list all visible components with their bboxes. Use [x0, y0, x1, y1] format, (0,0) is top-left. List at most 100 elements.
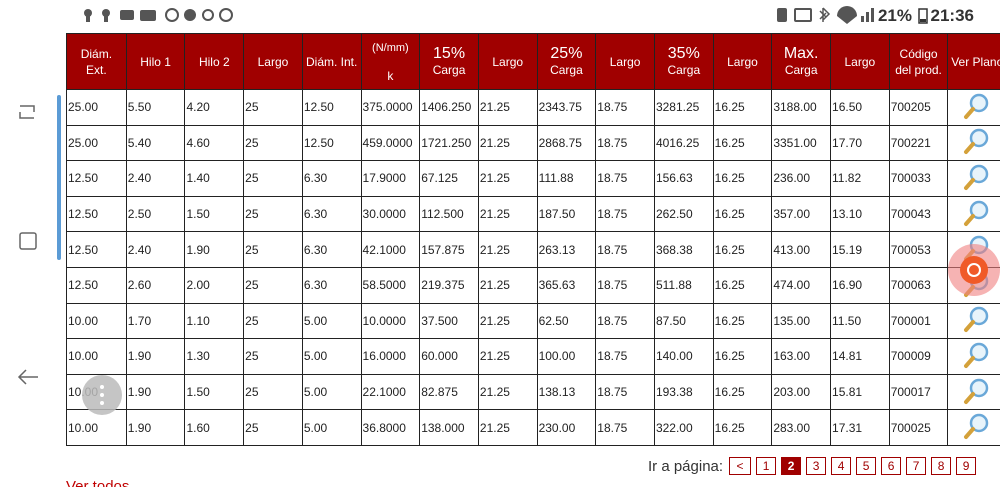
cell: 2.50 — [125, 195, 186, 233]
cell: 25 — [243, 89, 303, 126]
cell: 36.8000 — [360, 409, 421, 446]
header-label: Carga — [432, 62, 466, 77]
cell: 1.70 — [125, 302, 186, 340]
cell: 375.0000 — [360, 89, 421, 126]
cell: 6.30 — [301, 195, 362, 233]
cell: 2.40 — [125, 231, 186, 268]
cell: 322.00 — [653, 409, 714, 446]
cell: 219.375 — [419, 266, 479, 304]
magnifier-icon — [964, 413, 989, 440]
cell: 10.00 — [66, 302, 127, 340]
cell: 700221 — [888, 124, 949, 162]
cell: 21.25 — [477, 409, 538, 446]
view-plan-cell[interactable] — [947, 124, 1000, 162]
cell: 16.25 — [712, 373, 773, 411]
cell: 21.25 — [477, 195, 538, 233]
cell: 10.00 — [66, 338, 127, 375]
table-row: 25.00 5.40 4.60 25 12.50 459.0000 1721.250 21.2… — [66, 124, 1000, 162]
cell: 111.88 — [536, 160, 597, 197]
cell: 18.75 — [595, 266, 655, 304]
battery-level: 21% — [877, 6, 912, 25]
cell: 511.88 — [653, 266, 714, 304]
cell: 30.0000 — [360, 195, 421, 233]
cell: 17.31 — [830, 409, 890, 446]
page-link[interactable]: 4 — [831, 457, 852, 475]
cell: 700025 — [888, 409, 949, 446]
cell: 474.00 — [771, 266, 832, 304]
column-header: Largo — [243, 33, 303, 90]
table-row: 10.001.901.50255.0022.100082.87521.25138… — [66, 373, 1000, 411]
cell: 157.875 — [419, 231, 479, 268]
cell: 12.50 — [66, 160, 127, 197]
prev-page[interactable]: < — [729, 457, 752, 475]
page-link[interactable]: 3 — [806, 457, 827, 475]
view-plan-cell[interactable] — [947, 409, 1000, 446]
cell: 112.500 — [419, 195, 479, 233]
cell: 700033 — [888, 160, 949, 197]
header-percent: 35% — [667, 44, 700, 62]
cell: 163.00 — [771, 338, 832, 375]
page-link[interactable]: 6 — [881, 457, 902, 475]
view-plan-cell[interactable] — [947, 302, 1000, 340]
view-plan-cell[interactable] — [947, 89, 1000, 126]
cell: 18.75 — [595, 124, 655, 162]
cell: 14.81 — [830, 338, 890, 375]
cell: 25.00 — [66, 89, 127, 126]
cell: 5.00 — [301, 338, 362, 375]
view-plan-cell[interactable] — [947, 160, 1000, 197]
header-label: Carga — [667, 62, 701, 77]
home-button[interactable] — [19, 232, 37, 250]
floating-bubble[interactable] — [946, 242, 1000, 302]
view-plan-cell[interactable] — [947, 373, 1000, 411]
cell: 140.00 — [653, 338, 714, 375]
view-all-link[interactable]: Ver todos — [66, 478, 130, 487]
cell: 4016.25 — [653, 124, 714, 162]
cell: 25 — [243, 373, 303, 411]
cell: 357.00 — [771, 195, 832, 233]
cell: 283.00 — [771, 409, 832, 446]
back-button[interactable] — [17, 369, 38, 385]
cell: 25.00 — [66, 124, 127, 162]
cell: 15.19 — [830, 231, 890, 268]
navigation-bar — [17, 105, 38, 385]
cell: 18.75 — [595, 89, 655, 126]
cell: 17.9000 — [360, 160, 421, 197]
cell: 156.63 — [653, 160, 714, 197]
cell: 12.50 — [301, 89, 362, 126]
page-link[interactable]: 8 — [931, 457, 952, 475]
cell: 62.50 — [536, 302, 597, 340]
header-label: Largo — [727, 54, 758, 69]
column-header: Hilo 1 — [125, 33, 186, 90]
page-link[interactable]: 9 — [956, 457, 977, 475]
cell: 25 — [243, 195, 303, 233]
cell: 25 — [243, 231, 303, 268]
cell: 413.00 — [771, 231, 832, 268]
cell: 187.50 — [536, 195, 597, 233]
recent-apps-button[interactable] — [19, 105, 35, 119]
menu-fab[interactable] — [80, 373, 124, 417]
header-percent: 25% — [550, 44, 583, 62]
view-plan-cell[interactable] — [947, 338, 1000, 375]
page-link[interactable]: 5 — [856, 457, 877, 475]
header-label: Diám. Ext. — [80, 46, 113, 77]
cell: 135.00 — [771, 302, 832, 340]
cell: 100.00 — [536, 338, 597, 375]
cell: 17.70 — [830, 124, 890, 162]
cell: 21.25 — [477, 231, 538, 268]
cell: 2.00 — [184, 266, 245, 304]
cell: 21.25 — [477, 302, 538, 340]
cell: 262.50 — [653, 195, 714, 233]
header-percent: Max. — [783, 44, 819, 62]
page-link[interactable]: 1 — [756, 457, 777, 475]
cell: 13.10 — [830, 195, 890, 233]
cell: 2868.75 — [536, 124, 597, 162]
view-plan-cell[interactable] — [947, 195, 1000, 233]
page-link[interactable]: 7 — [906, 457, 927, 475]
cell: 16.25 — [712, 160, 773, 197]
page-link[interactable]: 2 — [781, 457, 802, 475]
header-label: Hilo 2 — [198, 54, 230, 69]
cell: 12.50 — [66, 195, 127, 233]
cell: 18.75 — [595, 160, 655, 197]
cell: 5.00 — [301, 409, 362, 446]
header-label: Código del prod. — [895, 46, 942, 77]
